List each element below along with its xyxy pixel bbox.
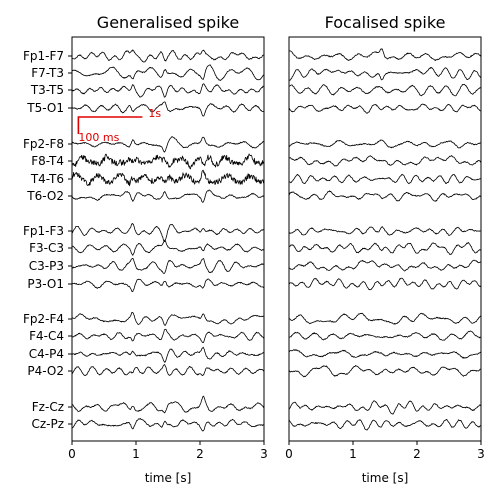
trace-f3-c3	[71, 239, 265, 256]
x-tick-label: 2	[196, 447, 204, 461]
x-tick-label: 0	[285, 447, 293, 461]
scale-bar-time-label: 1s	[148, 107, 161, 120]
chart-title: Focalised spike	[325, 13, 446, 32]
trace-cz-pz	[71, 417, 265, 432]
channel-label: Fz-Cz	[32, 400, 64, 414]
trace-c3-p3	[71, 257, 265, 274]
trace-p4-o2	[288, 365, 482, 378]
trace-fp1-f7	[288, 48, 482, 61]
trace-p3-o1	[71, 278, 265, 293]
trace-c4-p4	[71, 346, 265, 363]
channel-label: F7-T3	[31, 66, 64, 80]
channel-label: T5-O1	[26, 101, 64, 115]
trace-t3-t5	[288, 83, 482, 97]
x-tick-label: 3	[260, 447, 268, 461]
trace-fz-cz	[288, 400, 482, 415]
x-tick-label: 2	[413, 447, 421, 461]
trace-t3-t5	[71, 83, 265, 98]
channel-label: Fp2-F8	[23, 137, 64, 151]
plot-frame	[71, 36, 265, 442]
trace-fp1-f3	[71, 222, 265, 242]
trace-f8-t4	[71, 153, 265, 170]
trace-cz-pz	[288, 419, 482, 431]
channel-label: C3-P3	[29, 259, 64, 273]
trace-f3-c3	[288, 242, 482, 255]
trace-t5-o1	[288, 103, 482, 114]
channel-label: F4-C4	[29, 329, 64, 343]
trace-f8-t4	[288, 155, 482, 167]
channel-label: F3-C3	[29, 241, 64, 255]
trace-f4-c4	[288, 330, 482, 341]
trace-fz-cz	[71, 395, 265, 414]
channel-label: T6-O2	[26, 189, 64, 203]
trace-p3-o1	[288, 277, 482, 291]
x-axis-label: time [s]	[362, 471, 409, 485]
channel-label: Fp2-F4	[23, 312, 64, 326]
trace-fp2-f4	[288, 312, 482, 325]
x-tick-label: 0	[68, 447, 76, 461]
trace-f4-c4	[71, 328, 265, 344]
scale-bar-amplitude-label: 100 ms	[78, 131, 119, 144]
scale-bar	[77, 116, 143, 134]
trace-fp2-f4	[71, 312, 265, 326]
channel-label: T3-T5	[30, 83, 64, 97]
channel-label: P3-O1	[27, 277, 64, 291]
trace-c3-p3	[288, 259, 482, 272]
trace-p4-o2	[71, 364, 265, 376]
chart-title: Generalised spike	[97, 13, 239, 32]
trace-f7-t3	[71, 64, 265, 81]
panel-generalised: Generalised spike Fp1-F7 F7-T3 T3-T5 T5-O1 Fp…	[23, 13, 268, 485]
plot-frame	[288, 36, 482, 442]
channel-label: Cz-Pz	[31, 417, 64, 431]
trace-f7-t3	[288, 67, 482, 81]
channel-label: T4-T6	[30, 172, 64, 186]
trace-t4-t6	[71, 169, 265, 187]
trace-t4-t6	[288, 173, 482, 185]
trace-fp1-f7	[71, 49, 265, 63]
channel-label: F8-T4	[31, 154, 64, 168]
trace-fp1-f3	[288, 226, 482, 236]
trace-fp2-f8	[288, 139, 482, 149]
trace-t6-o2	[288, 190, 482, 202]
channel-label: C4-P4	[29, 347, 64, 361]
x-axis-label: time [s]	[145, 471, 192, 485]
channel-label: P4-O2	[27, 364, 64, 378]
channel-label: Fp1-F7	[23, 49, 64, 63]
trace-fp2-f8	[71, 136, 265, 153]
trace-t6-o2	[71, 189, 265, 203]
x-tick-label: 3	[477, 447, 485, 461]
trace-t5-o1	[71, 101, 265, 117]
channel-label: Fp1-F3	[23, 224, 64, 238]
panel-focalised: Focalised spike 0 1 2 3 time [s]	[285, 13, 485, 485]
x-tick-label: 1	[349, 447, 357, 461]
trace-c4-p4	[288, 349, 482, 359]
x-tick-label: 1	[132, 447, 140, 461]
